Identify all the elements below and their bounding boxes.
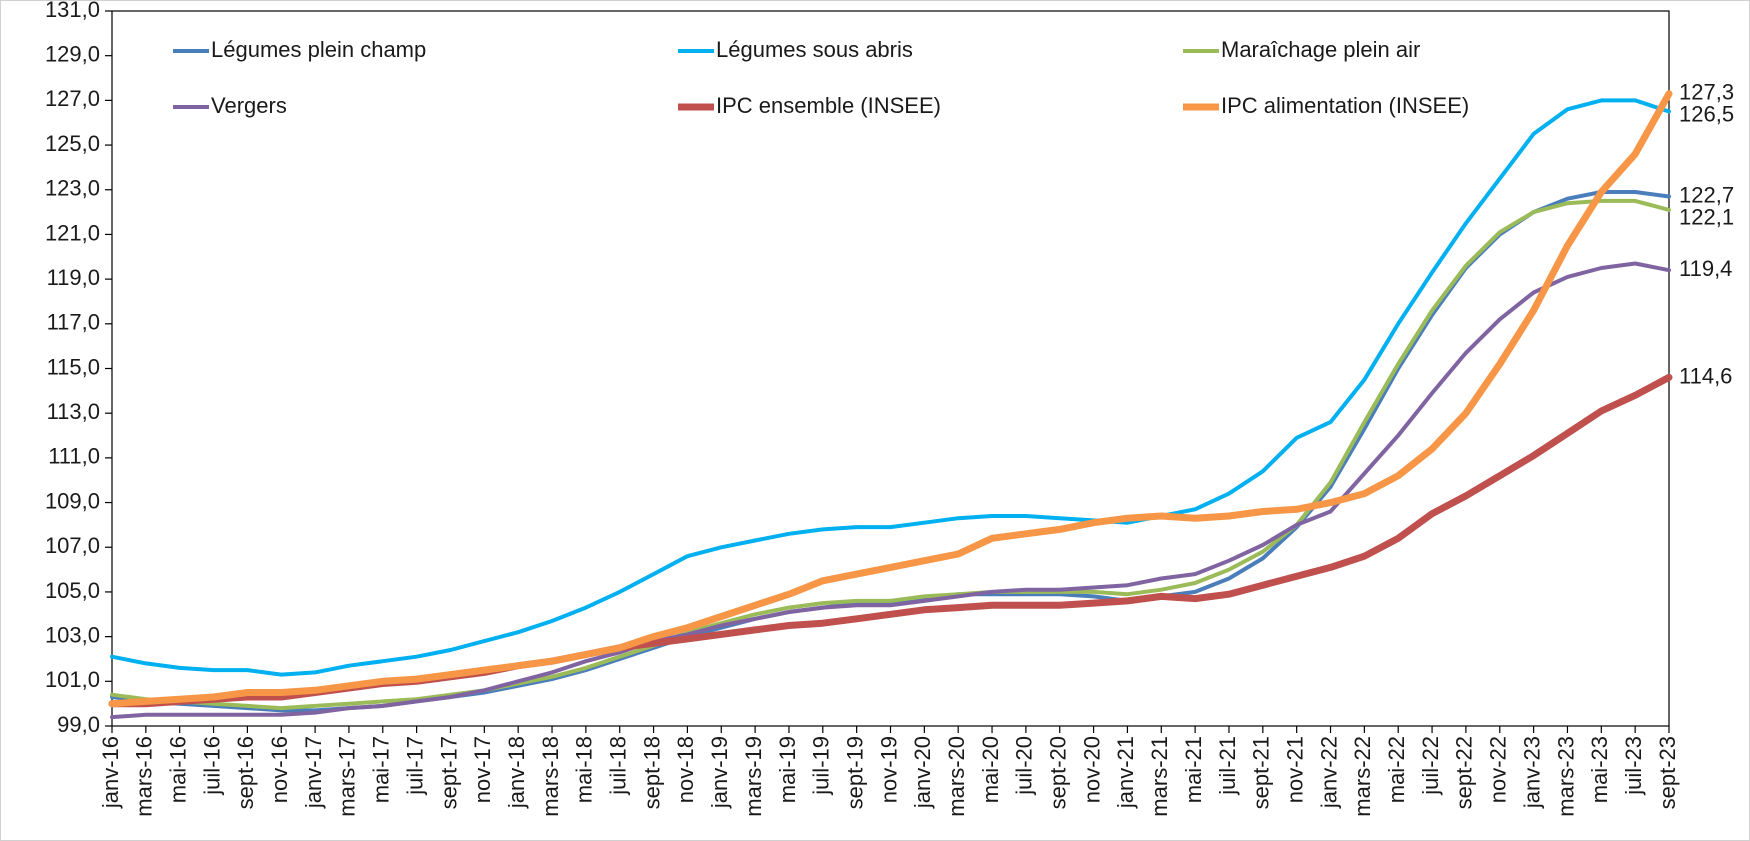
- x-tick-label: sept-23: [1655, 736, 1680, 809]
- y-tick-label: 125,0: [45, 131, 100, 156]
- data-label: 122,7: [1679, 182, 1734, 207]
- x-tick-label: mai-19: [775, 736, 800, 803]
- legend-label: Vergers: [211, 93, 287, 118]
- x-tick-label: sept-16: [233, 736, 258, 809]
- y-tick-label: 99,0: [57, 712, 100, 737]
- y-tick-label: 127,0: [45, 86, 100, 111]
- x-tick-label: nov-22: [1486, 736, 1511, 803]
- x-tick-label: janv-21: [1113, 736, 1138, 809]
- x-tick-label: sept-17: [436, 736, 461, 809]
- x-tick-label: janv-18: [504, 736, 529, 809]
- x-tick-label: mai-17: [369, 736, 394, 803]
- x-tick-label: janv-19: [707, 736, 732, 809]
- x-tick-label: juil-22: [1418, 736, 1443, 796]
- legend-label: IPC alimentation (INSEE): [1221, 93, 1469, 118]
- legend-label: Légumes sous abris: [716, 37, 913, 62]
- x-tick-label: juil-19: [809, 736, 834, 796]
- x-tick-label: juil-18: [606, 736, 631, 796]
- x-tick-label: nov-18: [673, 736, 698, 803]
- y-tick-label: 117,0: [47, 310, 100, 335]
- y-tick-label: 123,0: [45, 176, 100, 201]
- x-tick-label: sept-19: [842, 736, 867, 809]
- y-tick-label: 107,0: [45, 533, 100, 558]
- x-tick-label: juil-21: [1215, 736, 1240, 796]
- x-tick-label: mars-19: [741, 736, 766, 817]
- y-tick-label: 113,0: [47, 399, 100, 424]
- data-label: 114,6: [1679, 363, 1732, 388]
- x-tick-label: sept-21: [1249, 736, 1274, 809]
- x-tick-label: mai-21: [1181, 736, 1206, 803]
- y-tick-label: 121,0: [45, 220, 100, 245]
- y-tick-label: 111,0: [48, 444, 100, 469]
- x-tick-label: nov-21: [1282, 736, 1307, 803]
- x-tick-label: mars-17: [335, 736, 360, 817]
- x-tick-label: mars-21: [1147, 736, 1172, 817]
- y-tick-label: 119,0: [47, 265, 100, 290]
- x-tick-label: mai-22: [1384, 736, 1409, 803]
- x-tick-label: sept-20: [1046, 736, 1071, 809]
- data-label: 119,4: [1679, 256, 1732, 281]
- legend-label: IPC ensemble (INSEE): [716, 93, 941, 118]
- x-tick-label: nov-19: [876, 736, 901, 803]
- x-tick-label: juil-17: [402, 736, 427, 796]
- x-tick-label: janv-16: [98, 736, 123, 809]
- x-tick-label: janv-17: [301, 736, 326, 809]
- y-tick-label: 105,0: [45, 578, 100, 603]
- x-tick-label: janv-23: [1519, 736, 1544, 809]
- x-tick-label: mai-16: [166, 736, 191, 803]
- legend-label: Maraîchage plein air: [1221, 37, 1420, 62]
- x-tick-label: mai-18: [572, 736, 597, 803]
- x-tick-label: juil-23: [1621, 736, 1646, 796]
- data-label: 126,5: [1679, 101, 1734, 126]
- x-tick-label: mars-22: [1350, 736, 1375, 817]
- legend-label: Légumes plein champ: [211, 37, 426, 62]
- y-tick-label: 109,0: [45, 488, 100, 513]
- x-tick-label: mars-23: [1553, 736, 1578, 817]
- y-tick-label: 101,0: [45, 667, 100, 692]
- x-tick-label: mai-20: [978, 736, 1003, 803]
- x-tick-label: mars-16: [132, 736, 157, 817]
- series-line: [110, 261, 1671, 720]
- series-line: [110, 98, 1671, 677]
- x-tick-label: juil-20: [1012, 736, 1037, 796]
- x-tick-label: juil-16: [199, 736, 224, 796]
- x-tick-label: nov-16: [267, 736, 292, 803]
- data-label: 122,1: [1679, 204, 1734, 229]
- x-tick-label: nov-17: [470, 736, 495, 803]
- x-tick-label: sept-22: [1452, 736, 1477, 809]
- y-tick-label: 129,0: [45, 42, 100, 67]
- x-tick-label: sept-18: [639, 736, 664, 809]
- series-line: [110, 198, 1671, 711]
- x-tick-label: nov-20: [1079, 736, 1104, 803]
- x-tick-label: janv-22: [1316, 736, 1341, 809]
- data-label: 127,3: [1679, 79, 1734, 104]
- y-tick-label: 103,0: [45, 622, 100, 647]
- x-tick-label: mai-23: [1587, 736, 1612, 803]
- series-line: [108, 90, 1673, 708]
- y-tick-label: 115,0: [47, 354, 100, 379]
- y-tick-label: 131,0: [45, 0, 100, 22]
- x-tick-label: janv-20: [910, 736, 935, 809]
- x-tick-label: mars-20: [944, 736, 969, 817]
- x-tick-label: mars-18: [538, 736, 563, 817]
